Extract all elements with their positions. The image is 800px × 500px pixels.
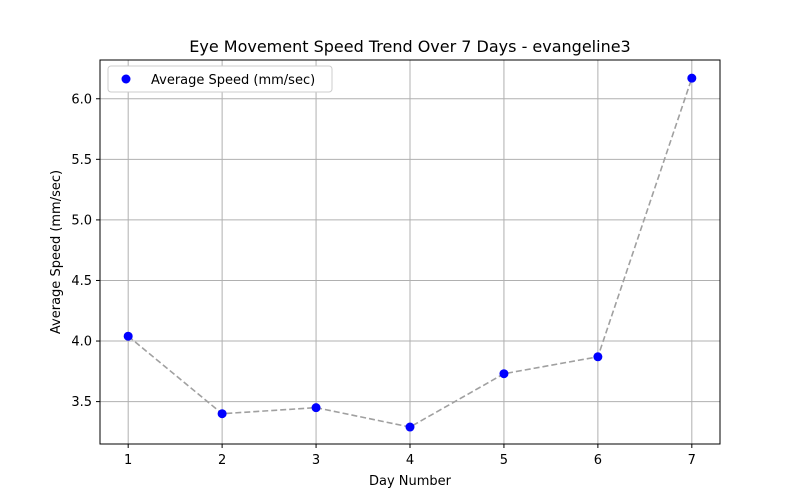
y-tick-label: 3.5: [71, 395, 92, 410]
data-point: [405, 422, 415, 432]
legend-label: Average Speed (mm/sec): [151, 73, 315, 88]
x-axis-label: Day Number: [369, 474, 452, 489]
x-tick-label: 7: [688, 453, 696, 468]
legend: Average Speed (mm/sec): [107, 65, 333, 93]
data-point: [123, 331, 133, 341]
chart-title: Eye Movement Speed Trend Over 7 Days - e…: [189, 37, 630, 56]
legend-box: [107, 65, 333, 93]
grid-lines: [100, 60, 720, 444]
y-tick-label: 5.0: [71, 213, 92, 228]
y-tick-label: 5.5: [71, 153, 92, 168]
data-point: [499, 369, 509, 379]
x-tick-label: 3: [312, 453, 320, 468]
x-tick-label: 6: [594, 453, 602, 468]
y-tick-label: 4.0: [71, 335, 92, 350]
x-tick-label: 5: [500, 453, 508, 468]
x-tick-label: 2: [218, 453, 226, 468]
y-tick-label: 4.5: [71, 274, 92, 289]
data-points-layer: [123, 73, 697, 432]
legend-marker-icon: [121, 74, 131, 84]
y-axis-ticks: 3.5 4.0 4.5 5.0 5.5 6.0: [71, 92, 100, 410]
data-point: [217, 409, 227, 419]
x-tick-label: 4: [406, 453, 414, 468]
data-point: [687, 73, 697, 83]
data-point: [593, 352, 603, 362]
y-tick-label: 6.0: [71, 92, 92, 107]
x-tick-label: 1: [124, 453, 132, 468]
x-axis-ticks: 1 2 3 4 5 6 7: [124, 444, 696, 468]
data-point: [311, 403, 321, 413]
y-axis-label: Average Speed (mm/sec): [49, 170, 64, 334]
